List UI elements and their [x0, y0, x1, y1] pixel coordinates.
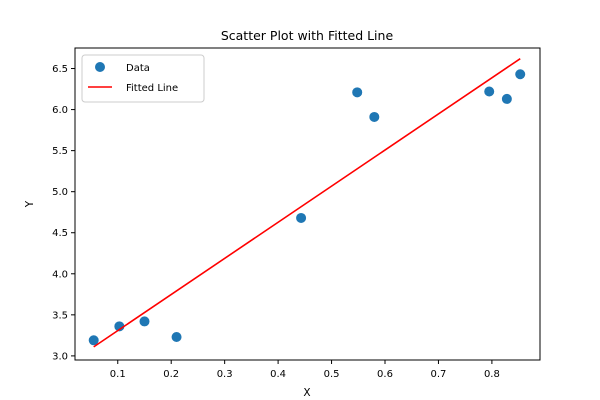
plot-content	[88, 58, 526, 348]
data-point	[484, 86, 495, 97]
plot-frame	[74, 47, 541, 361]
x-tick-label: 0.3	[217, 369, 233, 380]
data-point	[501, 93, 512, 104]
y-tick-label: 5.5	[52, 146, 68, 157]
data-point	[296, 212, 307, 223]
x-tick-label: 0.1	[110, 369, 126, 380]
data-point	[369, 111, 380, 122]
x-axis-ticks: 0.1 0.2 0.3 0.4 0.5 0.6 0.7 0.8	[110, 360, 500, 380]
legend: Data Fitted Line	[81, 54, 205, 103]
y-axis-ticks: 3.0 3.5 4.0 4.5 5.0 5.5 6.0 6.5	[52, 64, 75, 362]
y-axis-label: Y	[24, 200, 36, 208]
legend-data-marker	[95, 62, 105, 72]
data-point	[114, 321, 125, 332]
x-tick-label: 0.5	[324, 369, 340, 380]
data-point	[88, 335, 99, 346]
data-point	[352, 87, 363, 98]
fitted-line	[93, 58, 521, 348]
chart-title: Scatter Plot with Fitted Line	[221, 28, 394, 43]
data-point	[171, 332, 182, 343]
y-tick-label: 6.5	[52, 64, 68, 75]
x-axis-label: X	[303, 387, 310, 399]
legend-fitted-line-label: Fitted Line	[126, 83, 178, 94]
y-tick-label: 4.5	[52, 228, 68, 239]
y-tick-label: 3.0	[52, 351, 68, 362]
legend-box	[81, 54, 205, 103]
x-tick-label: 0.6	[377, 369, 393, 380]
y-tick-label: 5.0	[52, 187, 68, 198]
y-tick-label: 3.5	[52, 310, 68, 321]
data-point	[515, 69, 526, 80]
y-tick-label: 6.0	[52, 105, 68, 116]
data-point	[139, 316, 150, 327]
x-tick-label: 0.2	[163, 369, 179, 380]
x-tick-label: 0.8	[484, 369, 500, 380]
y-tick-label: 4.0	[52, 269, 68, 280]
x-tick-label: 0.7	[430, 369, 446, 380]
legend-data-label: Data	[126, 63, 150, 74]
x-tick-label: 0.4	[270, 369, 286, 380]
